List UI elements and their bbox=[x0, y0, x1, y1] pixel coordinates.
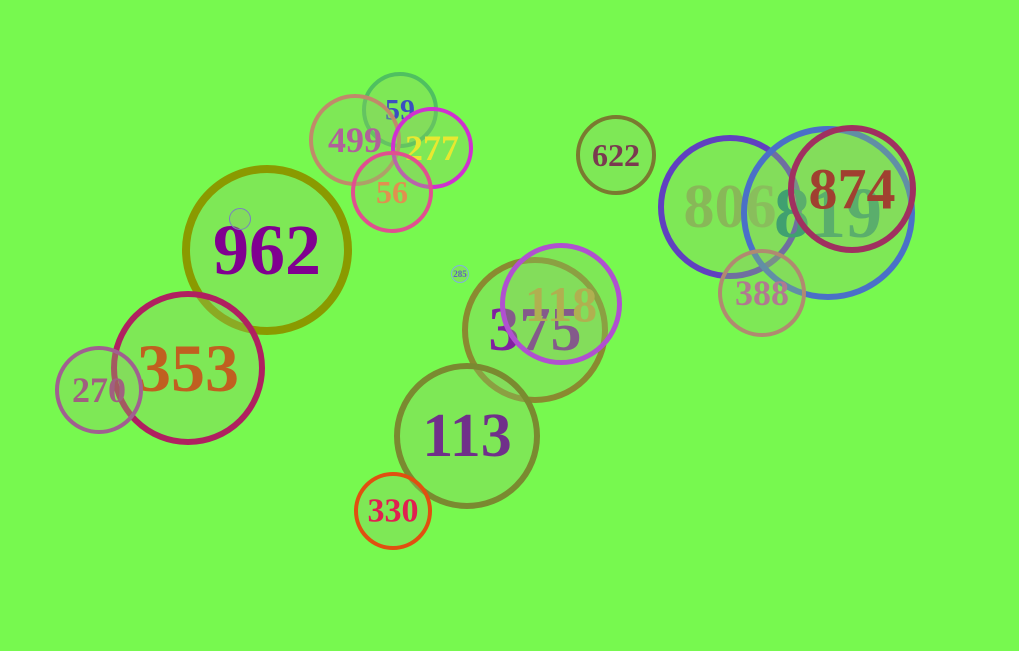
bubble-label: 353 bbox=[137, 330, 239, 406]
bubble[interactable]: 622 bbox=[576, 115, 656, 195]
bubble[interactable]: 962 bbox=[182, 165, 352, 335]
bubble[interactable] bbox=[229, 208, 251, 230]
bubble-label: 56 bbox=[376, 174, 408, 210]
bubble[interactable]: 285 bbox=[451, 265, 469, 283]
bubble-circle bbox=[741, 126, 915, 300]
bubble[interactable]: 499 bbox=[309, 94, 401, 186]
bubble-circle bbox=[351, 151, 433, 233]
bubble-label: 499 bbox=[328, 120, 382, 160]
bubble[interactable]: 56 bbox=[351, 151, 433, 233]
bubble-label: 270 bbox=[72, 370, 126, 410]
bubble-circle bbox=[576, 115, 656, 195]
bubble-circle bbox=[718, 249, 806, 337]
bubble[interactable]: 388 bbox=[718, 249, 806, 337]
bubble[interactable]: 118 bbox=[500, 243, 622, 365]
bubble-label: 59 bbox=[385, 94, 415, 127]
bubble-circle bbox=[111, 291, 265, 445]
bubble-label: 388 bbox=[735, 273, 789, 313]
bubble-circle bbox=[55, 346, 143, 434]
bubble[interactable]: 806 bbox=[658, 135, 802, 279]
bubble-label: 622 bbox=[592, 137, 640, 173]
bubble-label: 285 bbox=[453, 269, 467, 279]
bubble[interactable]: 330 bbox=[354, 472, 432, 550]
bubble[interactable]: 874 bbox=[788, 125, 916, 253]
bubble[interactable]: 113 bbox=[394, 363, 540, 509]
bubble-label: 874 bbox=[809, 157, 896, 222]
bubble-circle bbox=[229, 208, 251, 230]
bubble-circle bbox=[462, 257, 608, 403]
bubble[interactable]: 270 bbox=[55, 346, 143, 434]
bubble-circle bbox=[394, 363, 540, 509]
bubble-circle bbox=[500, 243, 622, 365]
bubble[interactable]: 277 bbox=[391, 107, 473, 189]
bubble[interactable]: 353 bbox=[111, 291, 265, 445]
bubble-label: 113 bbox=[422, 402, 512, 470]
bubble-label: 806 bbox=[684, 173, 777, 241]
bubble-circle bbox=[658, 135, 802, 279]
bubble-circle bbox=[788, 125, 916, 253]
bubble-label: 330 bbox=[368, 493, 419, 530]
bubble-label: 118 bbox=[525, 276, 597, 332]
bubble-circle bbox=[354, 472, 432, 550]
bubble-circle bbox=[182, 165, 352, 335]
bubble-circle bbox=[451, 265, 469, 283]
bubble-label: 962 bbox=[213, 210, 321, 290]
